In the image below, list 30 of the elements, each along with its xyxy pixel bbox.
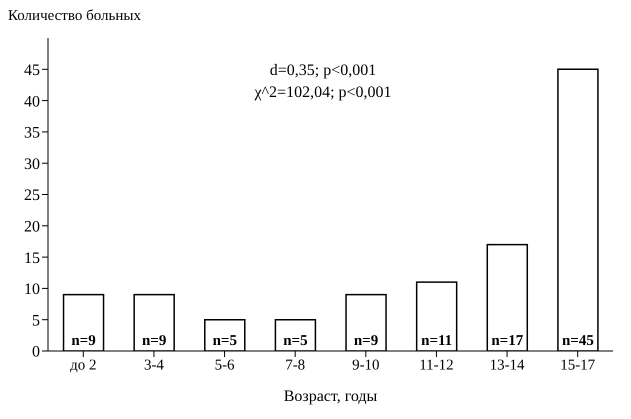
y-tick-label: 45 — [24, 62, 40, 79]
x-tick-label: 11-12 — [419, 358, 454, 374]
y-tick-label: 25 — [24, 187, 40, 204]
y-tick-label: 20 — [24, 218, 40, 236]
y-tick-label: 35 — [24, 124, 40, 142]
y-axis-title: Количество больных — [8, 8, 141, 25]
annotation: d=0,35; p<0,001 — [268, 61, 378, 81]
y-tick-label: 30 — [24, 156, 40, 173]
data-label: n=9 — [71, 333, 96, 349]
x-tick-label: 3-4 — [144, 358, 164, 374]
x-tick-label: 9-10 — [352, 358, 380, 374]
x-tick-label: 7-8 — [285, 358, 306, 374]
x-tick-label: до 2 — [70, 358, 97, 374]
x-axis-title: Возраст, годы — [284, 388, 378, 405]
data-label: n=45 — [562, 333, 594, 349]
data-label: n=9 — [354, 333, 378, 349]
data-label: n=5 — [283, 333, 308, 349]
data-label: n=11 — [421, 333, 452, 349]
y-tick-label: 0 — [32, 344, 40, 361]
y-tick-label: 40 — [24, 93, 40, 110]
x-tick-label: 13-14 — [490, 358, 526, 374]
data-label: n=9 — [142, 333, 166, 349]
x-tick-label: 15-17 — [560, 358, 596, 374]
data-label: n=5 — [212, 333, 237, 349]
x-tick-label: 5-6 — [214, 358, 236, 374]
y-tick-label: 10 — [24, 281, 40, 298]
annotation: χ^2=102,04; p<0,001 — [253, 83, 393, 103]
data-label: n=17 — [491, 333, 524, 349]
y-tick-label: 15 — [24, 250, 40, 267]
y-tick-label: 5 — [32, 312, 40, 330]
